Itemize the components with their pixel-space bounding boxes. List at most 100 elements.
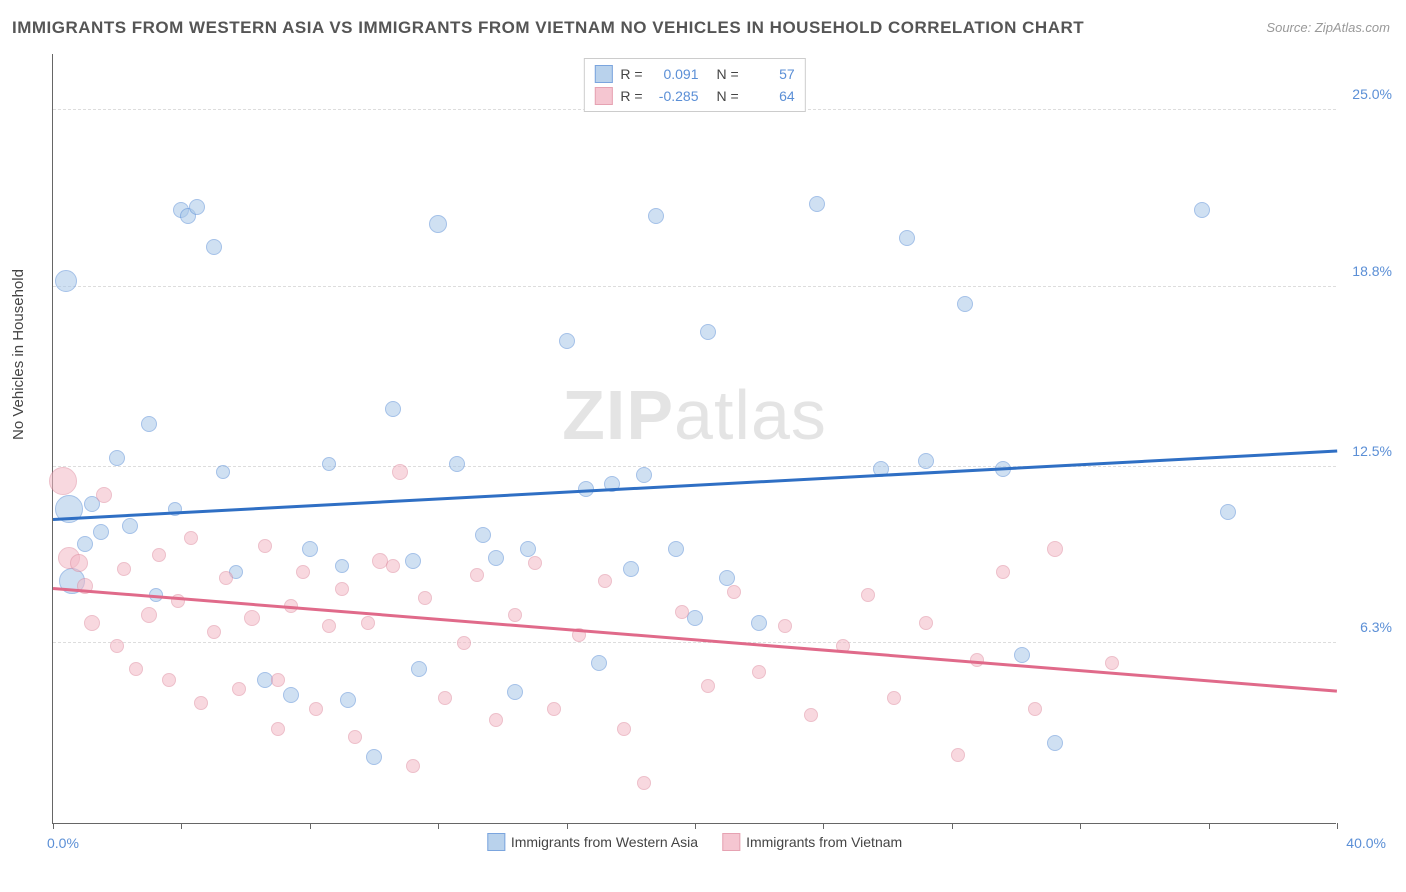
- data-point-vietnam: [457, 636, 471, 650]
- source-link[interactable]: ZipAtlas.com: [1315, 20, 1390, 35]
- x-tick: [952, 823, 953, 829]
- data-point-vietnam: [49, 467, 77, 495]
- data-point-western_asia: [122, 518, 138, 534]
- data-point-vietnam: [129, 662, 143, 676]
- data-point-vietnam: [727, 585, 741, 599]
- data-point-vietnam: [110, 639, 124, 653]
- data-point-western_asia: [141, 416, 157, 432]
- data-point-western_asia: [918, 453, 934, 469]
- data-point-western_asia: [488, 550, 504, 566]
- data-point-western_asia: [700, 324, 716, 340]
- chart-title: IMMIGRANTS FROM WESTERN ASIA VS IMMIGRAN…: [12, 18, 1084, 38]
- data-point-western_asia: [405, 553, 421, 569]
- r-label: R =: [620, 66, 642, 82]
- data-point-western_asia: [520, 541, 536, 557]
- data-point-vietnam: [392, 464, 408, 480]
- data-point-western_asia: [957, 296, 973, 312]
- data-point-western_asia: [385, 401, 401, 417]
- legend-swatch: [722, 833, 740, 851]
- data-point-vietnam: [258, 539, 272, 553]
- data-point-western_asia: [1014, 647, 1030, 663]
- x-min-label: 0.0%: [47, 835, 79, 851]
- data-point-vietnam: [162, 673, 176, 687]
- x-tick: [1080, 823, 1081, 829]
- data-point-vietnam: [951, 748, 965, 762]
- x-tick: [823, 823, 824, 829]
- y-axis-label: No Vehicles in Household: [10, 269, 27, 440]
- data-point-vietnam: [887, 691, 901, 705]
- data-point-western_asia: [189, 199, 205, 215]
- data-point-vietnam: [271, 722, 285, 736]
- legend-swatch: [594, 87, 612, 105]
- data-point-western_asia: [109, 450, 125, 466]
- data-point-vietnam: [152, 548, 166, 562]
- data-point-vietnam: [386, 559, 400, 573]
- n-label: N =: [717, 66, 739, 82]
- data-point-vietnam: [219, 571, 233, 585]
- data-point-western_asia: [507, 684, 523, 700]
- x-tick: [567, 823, 568, 829]
- data-point-vietnam: [1047, 541, 1063, 557]
- data-point-western_asia: [591, 655, 607, 671]
- n-label: N =: [717, 88, 739, 104]
- data-point-western_asia: [1194, 202, 1210, 218]
- data-point-western_asia: [719, 570, 735, 586]
- data-point-western_asia: [899, 230, 915, 246]
- y-tick-label: 25.0%: [1352, 86, 1392, 102]
- x-tick: [1337, 823, 1338, 829]
- x-tick: [695, 823, 696, 829]
- data-point-vietnam: [470, 568, 484, 582]
- data-point-vietnam: [598, 574, 612, 588]
- data-point-western_asia: [1220, 504, 1236, 520]
- data-point-vietnam: [778, 619, 792, 633]
- data-point-western_asia: [751, 615, 767, 631]
- data-point-vietnam: [1028, 702, 1042, 716]
- watermark-atlas: atlas: [674, 376, 827, 454]
- data-point-western_asia: [206, 239, 222, 255]
- data-point-vietnam: [637, 776, 651, 790]
- data-point-western_asia: [475, 527, 491, 543]
- x-tick: [181, 823, 182, 829]
- data-point-vietnam: [361, 616, 375, 630]
- data-point-vietnam: [547, 702, 561, 716]
- y-tick-label: 6.3%: [1360, 619, 1392, 635]
- gridline: [53, 466, 1336, 467]
- y-tick-label: 18.8%: [1352, 263, 1392, 279]
- gridline: [53, 286, 1336, 287]
- source-attribution: Source: ZipAtlas.com: [1266, 20, 1390, 35]
- data-point-vietnam: [141, 607, 157, 623]
- data-point-vietnam: [207, 625, 221, 639]
- data-point-western_asia: [623, 561, 639, 577]
- data-point-vietnam: [232, 682, 246, 696]
- data-point-vietnam: [296, 565, 310, 579]
- data-point-western_asia: [411, 661, 427, 677]
- data-point-western_asia: [449, 456, 465, 472]
- data-point-vietnam: [244, 610, 260, 626]
- data-point-western_asia: [335, 559, 349, 573]
- data-point-vietnam: [348, 730, 362, 744]
- data-point-vietnam: [322, 619, 336, 633]
- data-point-vietnam: [194, 696, 208, 710]
- watermark-zip: ZIP: [562, 376, 674, 454]
- data-point-vietnam: [752, 665, 766, 679]
- x-max-label: 40.0%: [1346, 835, 1386, 851]
- trend-line-vietnam: [53, 587, 1337, 692]
- x-tick: [438, 823, 439, 829]
- data-point-western_asia: [340, 692, 356, 708]
- data-point-western_asia: [668, 541, 684, 557]
- data-point-vietnam: [996, 565, 1010, 579]
- data-point-western_asia: [559, 333, 575, 349]
- n-value: 57: [747, 66, 795, 82]
- data-point-western_asia: [366, 749, 382, 765]
- data-point-vietnam: [309, 702, 323, 716]
- data-point-vietnam: [528, 556, 542, 570]
- data-point-vietnam: [489, 713, 503, 727]
- data-point-vietnam: [406, 759, 420, 773]
- legend-series-name: Immigrants from Western Asia: [511, 834, 698, 850]
- legend-item-vietnam: Immigrants from Vietnam: [722, 833, 902, 851]
- chart-plot-area: ZIPatlas 6.3%12.5%18.8%25.0%0.0%40.0%R =…: [52, 54, 1336, 824]
- data-point-western_asia: [322, 457, 336, 471]
- source-label: Source:: [1266, 20, 1311, 35]
- data-point-western_asia: [302, 541, 318, 557]
- data-point-western_asia: [809, 196, 825, 212]
